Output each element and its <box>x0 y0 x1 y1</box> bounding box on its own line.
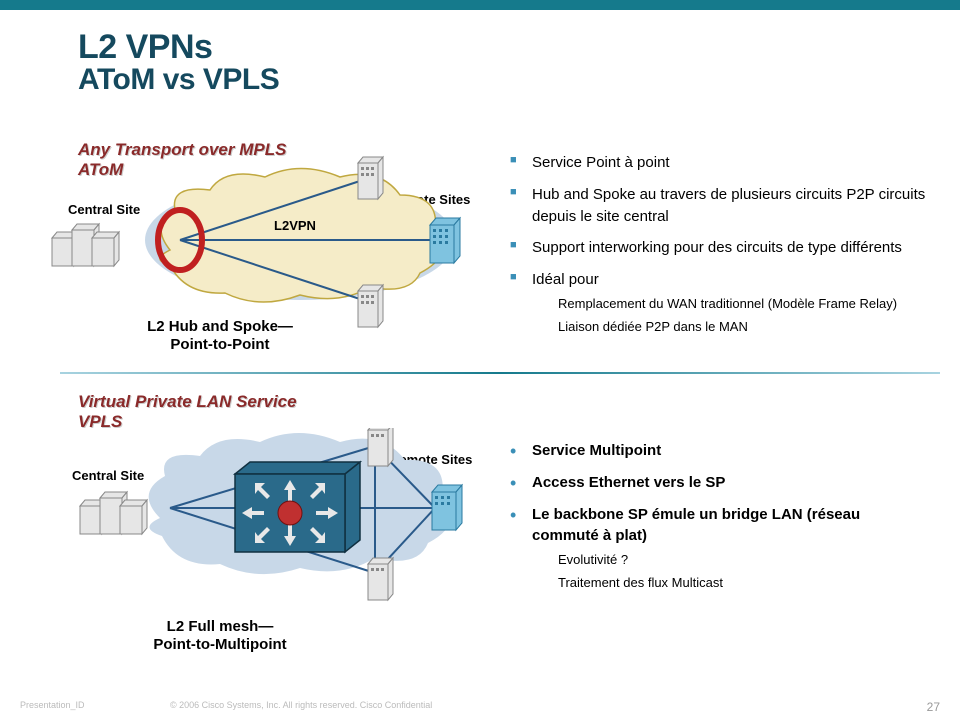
footer-left: Presentation_ID <box>20 700 85 714</box>
lower-caption-l1: L2 Full mesh— <box>110 618 330 636</box>
bullet-sub-item: Evolutivité ? <box>558 551 930 570</box>
remote-building-icon <box>358 157 383 199</box>
title-main: L2 VPNs <box>78 28 279 67</box>
lower-section-title-l1: Virtual Private LAN Service <box>78 392 297 412</box>
cloud-label: L2VPN <box>274 218 316 233</box>
lower-caption-l2: Point-to-Multipoint <box>110 636 330 654</box>
slide-footer: Presentation_ID © 2006 Cisco Systems, In… <box>20 700 940 714</box>
bullet-item: Service Point à point <box>510 152 930 174</box>
lower-bullets: Service Multipoint Access Ethernet vers l… <box>510 440 930 603</box>
switch-icon <box>235 462 360 552</box>
switch-center-dot <box>278 501 302 525</box>
footer-center: © 2006 Cisco Systems, Inc. All rights re… <box>170 700 432 710</box>
remote-building-icon <box>368 558 393 600</box>
remote-building-icon <box>368 428 393 466</box>
upper-caption: L2 Hub and Spoke— Point-to-Point <box>110 318 330 354</box>
bullet-item: Le backbone SP émule un bridge LAN (rése… <box>510 504 930 593</box>
remote-building-blue-icon <box>430 218 460 263</box>
bullet-item: Support interworking pour des circuits d… <box>510 237 930 259</box>
title-sub: AToM vs VPLS <box>78 63 279 97</box>
lower-section-title: Virtual Private LAN Service VPLS <box>78 392 297 431</box>
bullet-sub-item: Remplacement du WAN traditionnel (Modèle… <box>558 295 930 314</box>
upper-diagram: L2VPN <box>40 155 490 345</box>
footer-page-number: 27 <box>927 700 940 714</box>
upper-caption-l1: L2 Hub and Spoke— <box>110 318 330 336</box>
bullet-item: Idéal pourRemplacement du WAN traditionn… <box>510 269 930 336</box>
bullet-sub-item: Liaison dédiée P2P dans le MAN <box>558 318 930 337</box>
upper-bullets: Service Point à point Hub and Spoke au tr… <box>510 152 930 346</box>
bullet-item: Service Multipoint <box>510 440 930 462</box>
remote-building-blue-icon <box>432 485 462 530</box>
central-building-icon <box>52 224 119 266</box>
bullet-item: Access Ethernet vers le SP <box>510 472 930 494</box>
remote-building-icon <box>358 285 383 327</box>
central-building-icon <box>80 492 147 534</box>
upper-caption-l2: Point-to-Point <box>110 336 330 354</box>
divider-rule <box>60 372 940 374</box>
bullet-item: Hub and Spoke au travers de plusieurs ci… <box>510 184 930 228</box>
lower-caption: L2 Full mesh— Point-to-Multipoint <box>110 618 330 654</box>
slide-title: L2 VPNs AToM vs VPLS <box>78 28 279 97</box>
lower-diagram <box>40 428 490 628</box>
top-accent-bar <box>0 0 960 10</box>
bullet-sub-item: Traitement des flux Multicast <box>558 574 930 593</box>
